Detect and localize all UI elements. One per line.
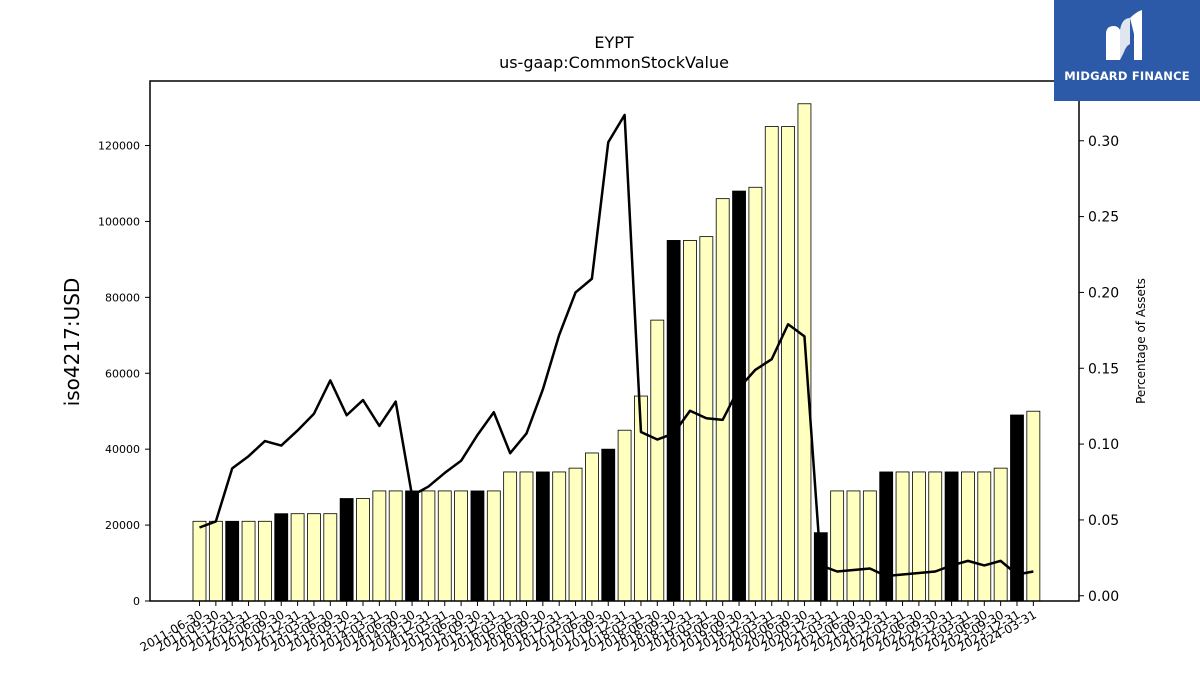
y-axis: 0 20000 40000 60000 80000 100000 120000 <box>98 140 150 608</box>
bar-2013-12-31 <box>356 498 370 602</box>
y2-tick-label: 0.15 <box>1088 361 1119 377</box>
bar-2017-12-31 <box>617 429 632 602</box>
y-tick-label: 40000 <box>105 443 140 456</box>
bar-2013-03-31 <box>307 513 321 602</box>
bar-2021-09-30 <box>862 490 877 602</box>
y2-tick-label: 0.30 <box>1088 134 1119 150</box>
bar-2021-12-31 <box>879 471 894 602</box>
bar-2013-09-30 <box>339 498 354 602</box>
bar-2016-03-31 <box>503 471 518 602</box>
bar-2011-06-30 <box>192 520 207 602</box>
y2-tick-label: 0.05 <box>1088 513 1119 529</box>
bar-2013-06-30 <box>323 513 338 602</box>
bar-2023-03-31 <box>961 471 975 602</box>
bar-2015-06-30 <box>454 490 469 602</box>
chart-subtitle: us-gaap:CommonStockValue <box>499 53 729 72</box>
brand-name: MIDGARD FINANCE <box>1064 69 1190 83</box>
y-tick-label: 100000 <box>98 215 140 228</box>
y-tick-label: 80000 <box>105 291 140 304</box>
bar-2011-09-30 <box>208 520 223 602</box>
y-axis-label: iso4217:USD <box>60 278 84 407</box>
bar-2015-09-30 <box>470 490 485 602</box>
bar-2021-06-30 <box>846 490 861 602</box>
bar-series <box>192 103 1041 602</box>
bar-2011-12-31 <box>225 520 240 602</box>
bar-2018-09-30 <box>666 240 681 602</box>
y2-tick-label: 0.00 <box>1088 589 1119 605</box>
bar-2014-03-31 <box>372 490 387 602</box>
y-tick-label: 20000 <box>105 519 140 532</box>
bar-2023-06-30 <box>977 471 992 602</box>
x-axis: 2011-06-302011-09-302011-12-312012-03-31… <box>138 601 1039 654</box>
percentage-line <box>199 113 1034 578</box>
y2-tick-label: 0.25 <box>1088 210 1119 226</box>
bar-2019-12-31 <box>748 186 763 602</box>
brand-logo: MIDGARD FINANCE <box>1054 0 1200 101</box>
bar-2014-09-30 <box>405 490 419 602</box>
y2-tick-label: 0.20 <box>1088 285 1119 301</box>
bar-2012-09-30 <box>274 513 289 602</box>
bar-2023-09-30 <box>993 467 1008 602</box>
plot-frame <box>149 80 1080 602</box>
bar-2015-03-31 <box>437 490 452 602</box>
bar-2015-12-31 <box>486 490 501 602</box>
bar-2022-09-30 <box>928 471 943 602</box>
bar-2018-06-30 <box>650 319 665 602</box>
bar-2014-06-30 <box>388 490 403 602</box>
bar-2021-03-31 <box>830 490 845 602</box>
y2-axis: 0.00 0.05 0.10 0.15 0.20 0.25 0.30 <box>1079 134 1119 605</box>
y2-axis-label: Percentage of Assets <box>1134 278 1148 404</box>
y2-tick-label: 0.10 <box>1088 437 1119 453</box>
bar-2017-03-31 <box>568 467 583 602</box>
bar-2016-09-30 <box>535 471 550 602</box>
y-tick-label: 120000 <box>98 140 140 153</box>
y-tick-label: 60000 <box>105 367 140 380</box>
midgard-m-icon <box>1106 10 1142 60</box>
bar-2022-12-31 <box>944 471 959 602</box>
bar-2017-09-30 <box>601 448 616 602</box>
bar-2022-03-31 <box>895 471 910 602</box>
y-tick-label: 0 <box>133 595 140 608</box>
bar-2012-03-31 <box>241 520 256 602</box>
bar-2020-03-31 <box>764 126 779 602</box>
bar-2017-06-30 <box>585 452 599 602</box>
chart-title: EYPT <box>594 33 634 52</box>
bar-2012-12-31 <box>290 513 305 602</box>
bar-2014-12-31 <box>421 490 436 602</box>
bar-2019-06-30 <box>715 198 730 602</box>
line-series <box>199 113 1034 578</box>
bar-2016-06-30 <box>519 471 534 602</box>
bar-2022-06-30 <box>912 471 926 602</box>
bar-2012-06-30 <box>257 520 272 602</box>
bar-2016-12-31 <box>552 471 567 602</box>
bar-2018-12-31 <box>683 240 697 602</box>
bar-2020-06-30 <box>781 126 795 602</box>
